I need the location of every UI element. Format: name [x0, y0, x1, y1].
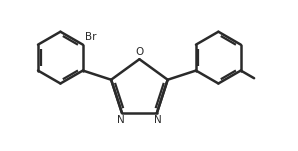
- Text: N: N: [117, 114, 125, 125]
- Text: Br: Br: [85, 32, 96, 42]
- Text: N: N: [154, 114, 162, 125]
- Text: O: O: [135, 47, 144, 57]
